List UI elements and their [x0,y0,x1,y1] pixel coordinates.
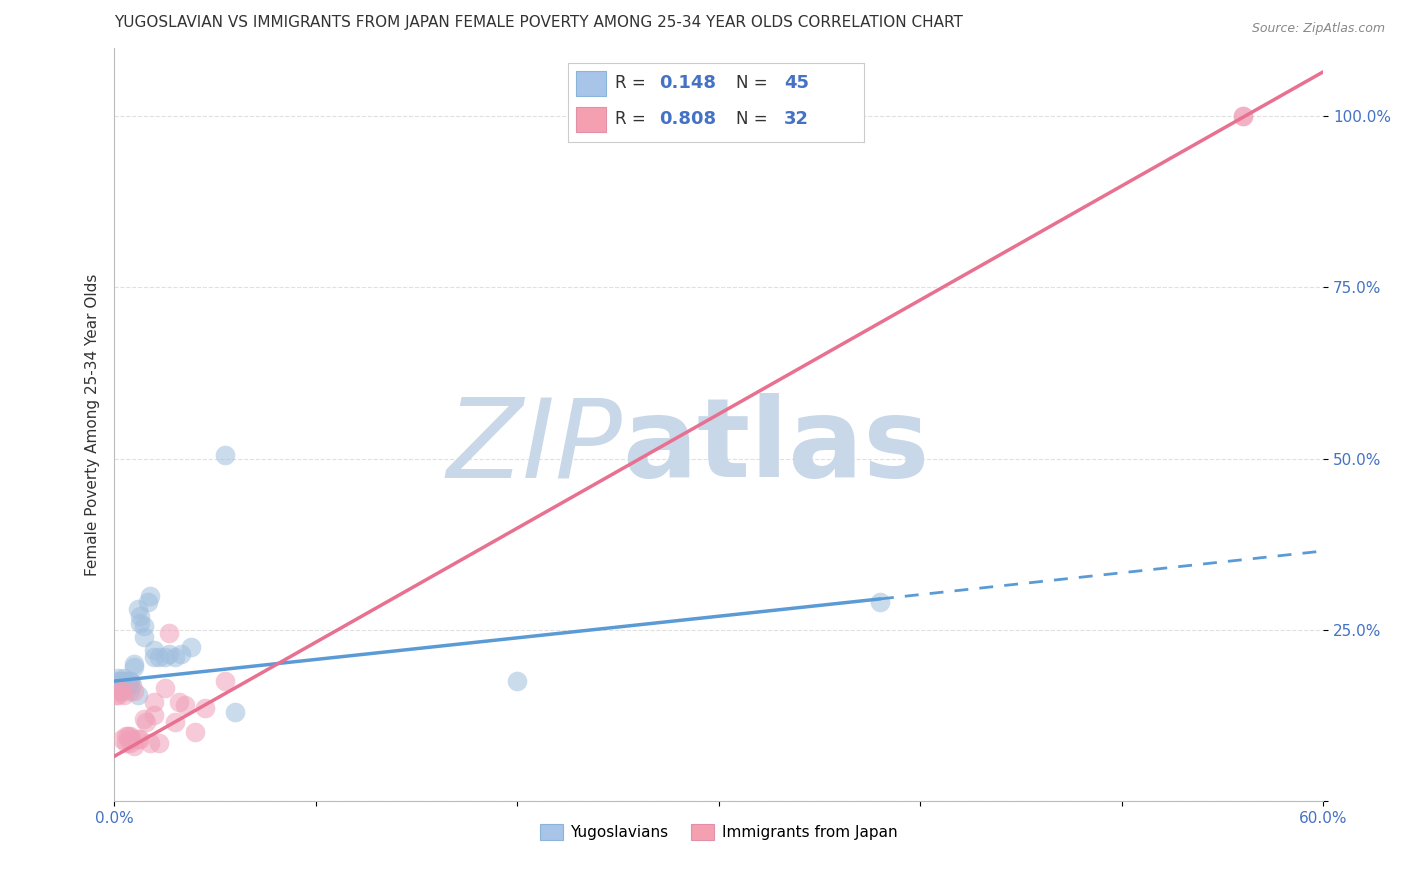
Point [184,725,207,739]
Point [124,739,146,753]
Point [1232,109,1254,123]
Point [127,688,149,702]
Point [157,626,180,640]
Point [115,675,138,690]
Point [112,677,135,691]
Point [173,698,195,712]
Point [111,683,134,698]
Point [117,729,139,743]
Point [129,615,152,630]
Point [111,684,134,698]
Point [153,650,176,665]
Text: atlas: atlas [621,393,929,500]
Point [110,674,132,689]
Point [869,595,891,609]
Point [157,647,180,661]
Point [134,619,156,633]
Point [214,448,236,462]
Point [110,681,132,695]
Point [194,701,217,715]
Point [143,643,166,657]
Point [107,677,129,691]
Point [1232,109,1254,123]
Point [115,681,138,695]
Text: ZIP: ZIP [446,393,621,500]
Point [107,671,129,685]
Point [124,684,146,698]
Point [120,736,142,750]
Point [117,679,139,693]
Point [163,650,186,665]
Point [127,602,149,616]
Point [117,675,139,690]
Point [112,674,135,689]
Point [120,674,142,689]
Point [121,732,143,747]
Point [124,657,146,671]
Point [224,705,246,719]
Point [121,677,143,691]
Point [111,674,134,689]
Point [139,736,162,750]
Point [129,609,152,624]
Point [214,674,236,689]
Point [127,732,149,747]
Point [107,688,129,702]
Point [120,674,142,689]
Point [112,688,135,702]
Point [143,695,166,709]
Point [120,684,142,698]
Point [107,681,129,695]
Point [138,595,160,609]
Text: YUGOSLAVIAN VS IMMIGRANTS FROM JAPAN FEMALE POVERTY AMONG 25-34 YEAR OLDS CORREL: YUGOSLAVIAN VS IMMIGRANTS FROM JAPAN FEM… [114,15,963,30]
Point [110,684,132,698]
Point [111,677,134,691]
Point [506,674,529,689]
Point [115,736,138,750]
Legend: Yugoslavians, Immigrants from Japan: Yugoslavians, Immigrants from Japan [534,818,904,846]
Point [120,729,142,743]
Point [134,712,156,726]
Point [143,650,166,665]
Point [153,681,176,695]
Point [112,671,135,685]
Point [124,660,146,674]
Point [180,640,202,654]
Text: Source: ZipAtlas.com: Source: ZipAtlas.com [1251,22,1385,36]
Point [139,589,162,603]
Point [135,715,157,730]
Point [129,732,152,747]
Point [143,708,166,723]
Point [167,695,190,709]
Point [111,732,134,747]
Point [134,630,156,644]
Point [115,677,138,691]
Point [111,679,134,693]
Point [105,674,128,689]
Point [105,688,128,702]
Point [110,684,132,698]
Point [148,650,170,665]
Point [170,647,193,661]
Point [163,715,186,730]
Point [115,729,138,743]
Y-axis label: Female Poverty Among 25-34 Year Olds: Female Poverty Among 25-34 Year Olds [86,273,100,575]
Point [148,736,170,750]
